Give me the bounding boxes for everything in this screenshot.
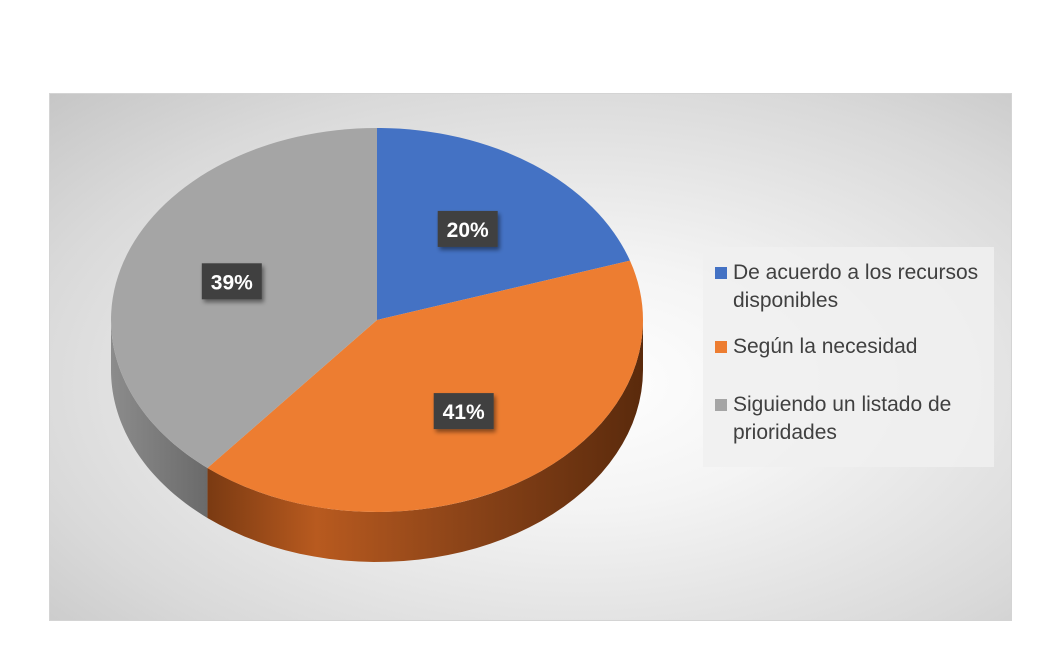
data-label-box: [437, 210, 498, 247]
legend-swatch-gray: [715, 399, 727, 411]
legend-swatch-blue: [715, 267, 727, 279]
data-label-recursos: 20%: [437, 210, 498, 247]
legend: De acuerdo a los recursos disponibles Se…: [703, 247, 994, 467]
legend-label: Siguiendo un listado de prioridades: [733, 393, 952, 444]
pie-side-prioridades: [111, 320, 208, 518]
data-label-box: [201, 263, 262, 300]
data-label-box: [433, 393, 494, 430]
legend-item-recursos: De acuerdo a los recursos disponibles: [715, 259, 984, 315]
data-label-prioridades: 39%: [201, 263, 262, 300]
pie-slice-recursos: [377, 128, 630, 320]
pie-slices: [111, 128, 643, 512]
pie-side-necesidad: [207, 320, 643, 562]
data-label-value: 20%: [447, 219, 489, 242]
pie-side-walls: [111, 320, 643, 562]
pie-data-labels: 20% 41% 39%: [201, 210, 498, 430]
legend-item-prioridades: Siguiendo un listado de prioridades: [715, 391, 984, 447]
legend-label: De acuerdo a los recursos disponibles: [733, 261, 979, 312]
pie-slice-necesidad: [207, 260, 643, 512]
data-label-necesidad: 41%: [433, 393, 494, 430]
data-label-value: 41%: [443, 401, 485, 424]
legend-item-necesidad: Según la necesidad: [715, 333, 984, 361]
data-label-value: 39%: [211, 271, 253, 294]
legend-swatch-orange: [715, 341, 727, 353]
legend-label: Según la necesidad: [733, 335, 918, 358]
